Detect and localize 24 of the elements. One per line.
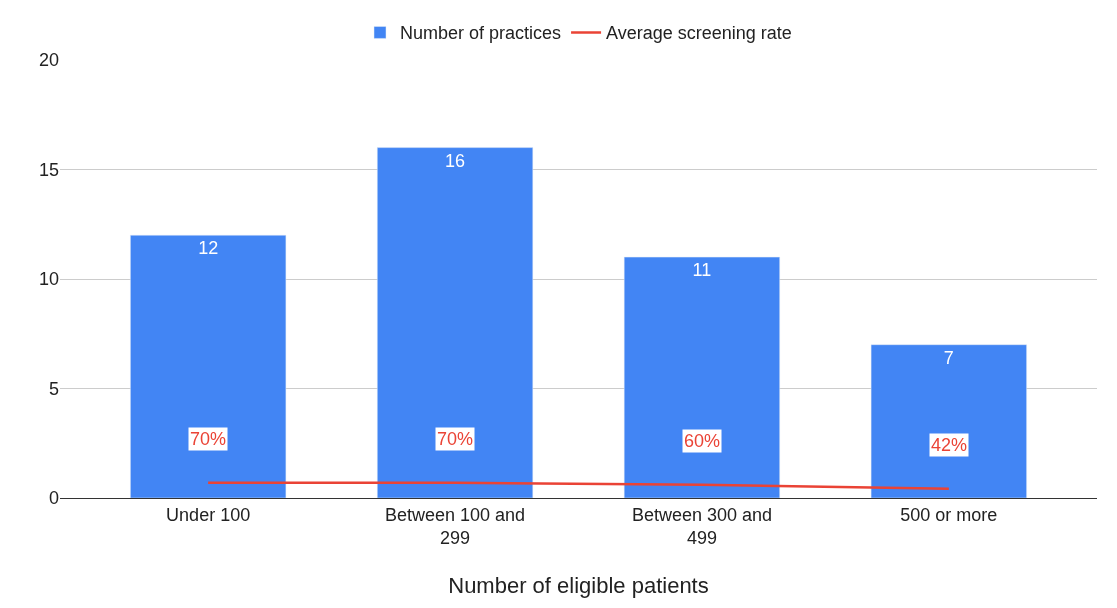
x-tick-label: Under 100: [166, 504, 251, 525]
x-axis-title: Number of eligible patients: [448, 572, 709, 598]
data-label: 70%: [190, 429, 227, 449]
y-tick-label: 5: [48, 378, 59, 399]
y-tick-label: 15: [38, 159, 59, 180]
data-label: 12: [198, 238, 219, 259]
x-tick-label: Between 300 and 499: [631, 504, 773, 548]
bar: [130, 234, 287, 498]
bar: [870, 344, 1027, 498]
data-label: 70%: [437, 429, 474, 449]
bar: [377, 147, 534, 498]
legend-label: Number of practices: [400, 23, 562, 44]
x-tick-label: 500 or more: [900, 504, 998, 525]
data-label: 11: [692, 260, 712, 281]
data-label: 7: [943, 347, 954, 368]
bar: [623, 256, 780, 498]
legend-label: Average screening rate: [606, 23, 792, 44]
y-tick-label: 10: [38, 269, 59, 290]
y-tick-label: 0: [48, 488, 59, 509]
data-label: 16: [445, 150, 466, 171]
y-tick-label: 20: [38, 50, 59, 71]
data-label: 60%: [684, 431, 721, 451]
data-label: 42%: [931, 435, 968, 455]
x-tick-label: Between 100 and 299: [384, 504, 526, 548]
